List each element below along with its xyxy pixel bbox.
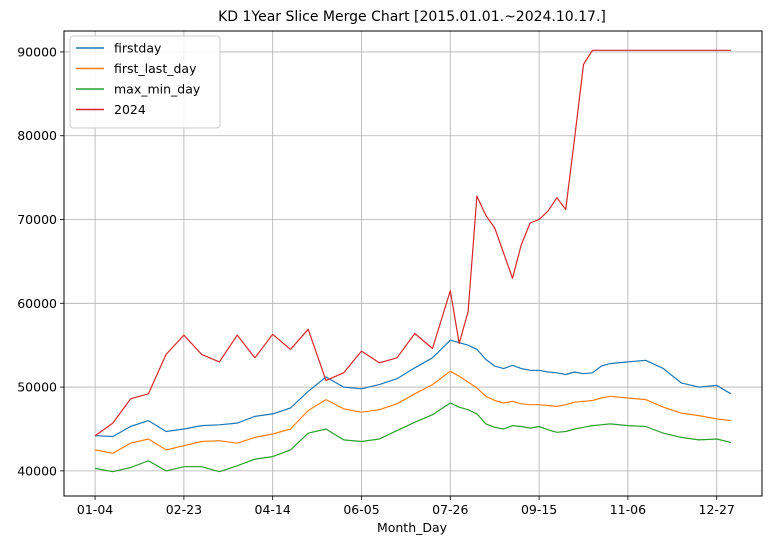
legend-label: max_min_day — [114, 82, 201, 97]
series-line-firstday — [95, 339, 732, 438]
grid-lines — [64, 31, 762, 496]
legend-label: firstday — [114, 41, 162, 56]
y-tick-label: 60000 — [17, 296, 57, 311]
x-tick-label: 07-26 — [432, 502, 468, 517]
x-axis-label: Month_Day — [377, 520, 448, 535]
axis-ticks: 01-04 02-23 04-14 06-05 07-26 09-15 11-06 12-27… — [17, 44, 735, 517]
plot-area-frame — [63, 30, 763, 497]
legend-label: first_last_day — [114, 61, 197, 76]
legend-label: 2024 — [114, 102, 146, 117]
series-line-first_last_day — [94, 370, 731, 454]
legend-box — [69, 35, 221, 129]
y-tick-label: 80000 — [17, 128, 57, 143]
series-lines — [94, 49, 732, 473]
y-tick-label: 50000 — [17, 380, 57, 395]
legend: firstday first_last_day max_min_day 2024 — [69, 35, 221, 129]
x-tick-label: 11-06 — [610, 502, 646, 517]
y-tick-label: 90000 — [17, 44, 57, 59]
y-tick-label: 70000 — [17, 212, 57, 227]
x-tick-label: 04-14 — [255, 502, 291, 517]
chart-title: KD 1Year Slice Merge Chart [2015.01.01.~… — [218, 9, 606, 25]
x-tick-label: 06-05 — [343, 502, 379, 517]
x-tick-label: 01-04 — [77, 502, 113, 517]
x-tick-label: 02-23 — [166, 502, 202, 517]
y-tick-label: 40000 — [17, 463, 57, 478]
series-line-2024 — [94, 49, 731, 437]
series-line-max_min_day — [94, 402, 732, 473]
x-tick-label: 12-27 — [699, 502, 735, 517]
x-tick-label: 09-15 — [521, 502, 557, 517]
